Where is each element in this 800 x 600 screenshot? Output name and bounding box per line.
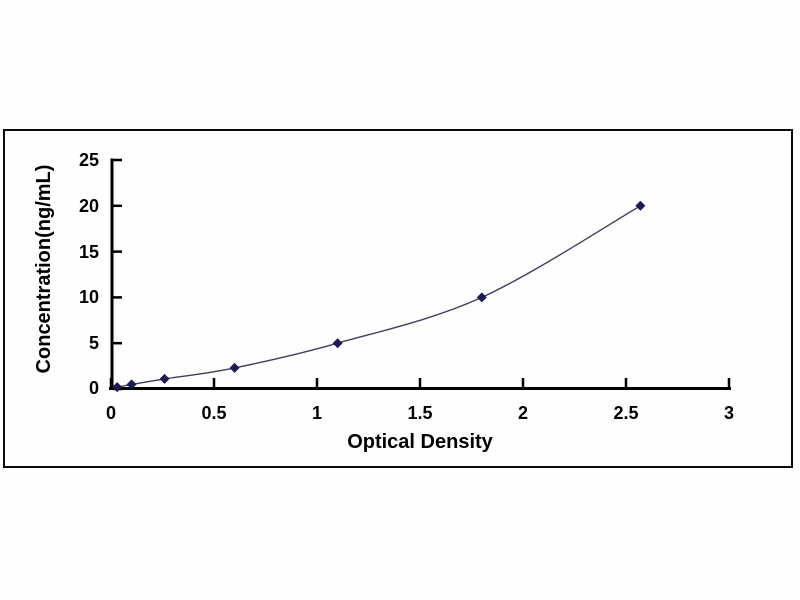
y-tick-label-15: 15 bbox=[78, 242, 99, 262]
x-axis-title: Optical Density bbox=[347, 431, 493, 453]
y-axis-title: Concentration(ng/mL) bbox=[33, 164, 55, 374]
x-tick-label-3: 3 bbox=[723, 403, 734, 423]
x-tick-label-0-5: 0.5 bbox=[201, 403, 227, 423]
data-point-marker bbox=[112, 382, 123, 393]
x-tick-label-1-5: 1.5 bbox=[407, 403, 433, 423]
x-tick-label-2: 2 bbox=[517, 403, 528, 423]
y-tick-label-5: 5 bbox=[88, 333, 99, 353]
data-point-marker bbox=[229, 362, 240, 373]
x-tick-label-0: 0 bbox=[105, 403, 116, 423]
y-tick-label-10: 10 bbox=[78, 287, 99, 307]
chart-border-box bbox=[3, 129, 793, 468]
y-tick-label-0: 0 bbox=[88, 378, 99, 398]
data-point-marker bbox=[635, 200, 646, 211]
x-tick-label-2-5: 2.5 bbox=[613, 403, 639, 423]
y-tick-label-20: 20 bbox=[78, 196, 99, 216]
x-tick-label-1: 1 bbox=[311, 403, 322, 423]
data-point-marker bbox=[159, 373, 170, 384]
data-point-marker bbox=[332, 338, 343, 349]
data-point-marker bbox=[476, 292, 487, 303]
curve-line bbox=[117, 205, 641, 388]
y-tick-label-25: 25 bbox=[78, 150, 99, 170]
data-point-marker bbox=[126, 379, 137, 390]
